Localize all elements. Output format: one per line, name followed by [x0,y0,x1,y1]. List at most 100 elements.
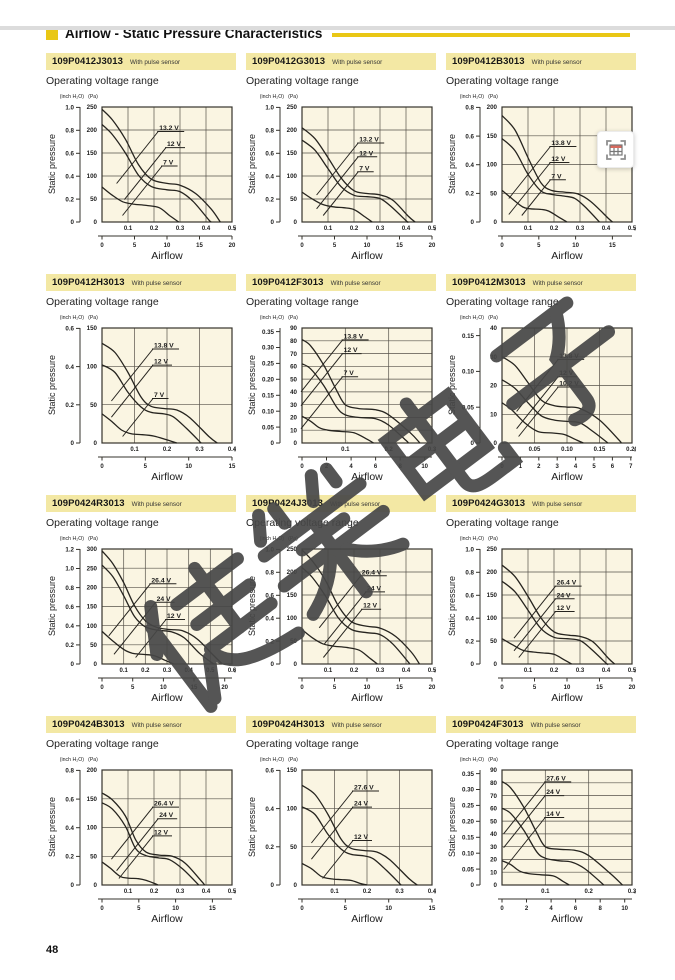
svg-text:12 V: 12 V [557,605,571,612]
svg-text:10: 10 [421,464,428,470]
unit-pa-label: (Pa) [88,315,98,321]
svg-text:0.4: 0.4 [65,173,74,180]
svg-text:10: 10 [290,427,297,434]
svg-text:250: 250 [87,104,98,111]
svg-text:100: 100 [87,364,98,371]
svg-text:50: 50 [290,196,297,203]
unit-m3min-label: (m³/min) [234,447,236,453]
operating-voltage-label: Operating voltage range [46,738,159,750]
svg-text:50: 50 [290,638,297,645]
svg-text:0.35: 0.35 [462,771,475,778]
svg-text:6: 6 [374,464,378,470]
model-bar: 109P0412B3013 With pulse sensor [446,53,636,70]
svg-text:24 V: 24 V [157,596,171,603]
operating-voltage-label: Operating voltage range [246,75,359,87]
svg-text:0.2: 0.2 [350,668,359,674]
svg-text:0: 0 [94,440,98,447]
svg-text:13.8 V: 13.8 V [559,353,579,360]
pulse-sensor-note: With pulse sensor [532,280,583,287]
inch-axis [276,106,281,223]
model-bar: 109P0424G3013 With pulse sensor [446,495,636,512]
voltage-labels: 13.8 V 12 V 7 V [508,140,577,216]
svg-text:0.1: 0.1 [330,889,339,895]
unit-inch-label: (inch H₂O) [60,757,84,763]
svg-text:7 V: 7 V [154,392,165,399]
svg-text:150: 150 [87,150,98,157]
svg-text:0.3: 0.3 [195,447,204,453]
title-rule [332,32,630,37]
svg-text:30: 30 [490,354,497,361]
operating-voltage-label: Operating voltage range [246,517,359,529]
operating-voltage-label: Operating voltage range [46,296,159,308]
svg-text:7 V: 7 V [551,173,562,180]
svg-text:12 V: 12 V [167,613,181,620]
cfm-axis [98,898,232,903]
svg-text:0.8: 0.8 [265,128,274,135]
svg-text:12 V: 12 V [363,603,377,610]
model-bar: 109P0412J3013 With pulse sensor [46,53,236,70]
svg-text:0.2: 0.2 [163,447,172,453]
svg-text:0.6: 0.6 [65,326,74,333]
cfm-axis [298,456,432,461]
svg-text:200: 200 [287,127,298,134]
svg-text:150: 150 [287,767,298,774]
svg-text:5: 5 [137,906,141,912]
cfm-axis [298,235,433,240]
svg-text:0.5: 0.5 [228,889,236,895]
table-capture-button[interactable] [597,131,634,168]
svg-text:20: 20 [490,383,497,390]
svg-text:0.2: 0.2 [65,854,74,861]
unit-pa-label: (Pa) [88,536,98,542]
unit-m3min-label: (m³/min) [634,447,636,453]
svg-text:100: 100 [287,173,298,180]
static-pressure-axis-title: Static pressure [47,797,57,857]
static-pressure-axis-title: Static pressure [247,576,257,636]
svg-text:5: 5 [344,906,348,912]
svg-text:0.1: 0.1 [324,226,333,232]
svg-text:150: 150 [87,796,98,803]
cfm-axis [498,677,633,682]
svg-text:0.8: 0.8 [265,570,274,577]
model-number: 109P0424B3013 [52,719,125,730]
svg-text:27.6 V: 27.6 V [546,775,566,782]
plot-grid [502,549,632,664]
model-bar: 109P0424J3013 With pulse sensor [246,495,436,512]
svg-text:27.6 V: 27.6 V [354,785,374,792]
inch-axis [276,769,281,886]
model-number: 109P0424F3013 [452,719,524,730]
svg-text:200: 200 [487,569,498,576]
svg-text:0: 0 [471,661,475,668]
svg-text:20: 20 [221,685,228,691]
model-bar: 109P0424H3013 With pulse sensor [246,716,436,733]
voltage-labels: 13.2 V 12 V 7 V [316,137,385,216]
svg-text:0.25: 0.25 [462,803,475,810]
svg-text:0: 0 [71,219,75,226]
airflow-axis-title: Airflow [551,471,583,483]
svg-text:0.2: 0.2 [550,668,559,674]
svg-text:0.2: 0.2 [465,191,474,198]
svg-text:100: 100 [487,162,498,169]
cfm-axis [298,898,433,903]
inch-axis [476,328,481,444]
m3min-tick-labels: 0.1 0.2 0.3 0.4 [330,889,436,895]
chart-cell: 109P0424B3013 With pulse sensor Operatin… [46,716,236,926]
pressure-airflow-chart: 00.20.40.60.81.01.2050100150200250300(in… [47,536,236,704]
svg-text:12 V: 12 V [344,347,358,354]
cfm-tick-labels: 0 5 10 15 [500,243,616,249]
unit-pa-label: (Pa) [488,536,498,542]
m3min-tick-labels: 0.1 0.2 0.3 [341,447,436,453]
svg-text:26.4 V: 26.4 V [154,801,174,808]
svg-text:12 V: 12 V [167,141,181,148]
svg-text:1.0: 1.0 [65,566,74,573]
svg-text:10: 10 [490,869,497,876]
svg-text:0: 0 [500,685,504,691]
svg-text:0: 0 [471,440,475,447]
pulse-sensor-note: With pulse sensor [331,722,382,729]
operating-voltage-label: Operating voltage range [446,738,559,750]
unit-m3min-label: (m³/min) [634,889,636,895]
svg-text:10: 10 [364,685,371,691]
svg-text:0.2: 0.2 [150,889,159,895]
